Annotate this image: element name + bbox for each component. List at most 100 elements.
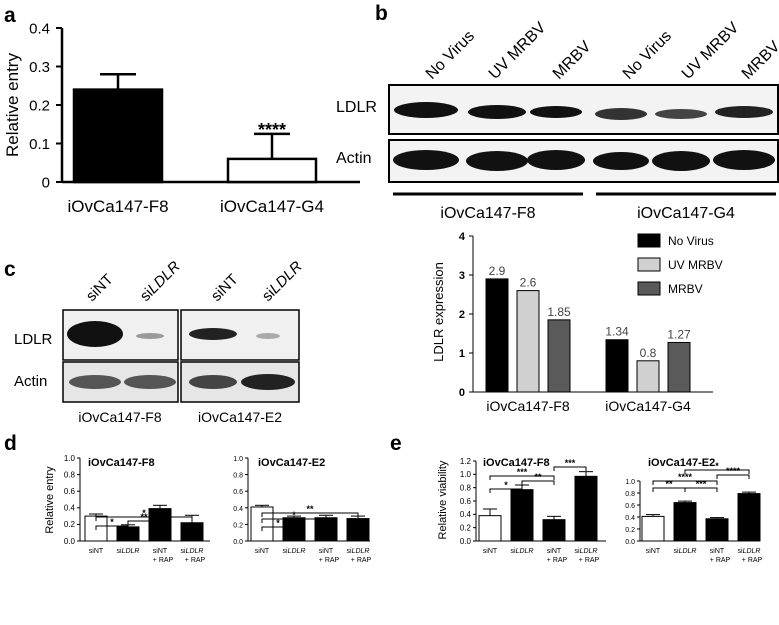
significance-label: **** <box>258 120 286 140</box>
y-tick-label: 4 <box>459 231 466 243</box>
x-tick-prefix: si <box>181 548 187 555</box>
bar <box>547 319 571 393</box>
y-tick-label: 1 <box>459 348 465 360</box>
y-tick-label: 1.0 <box>460 470 472 479</box>
x-tick-label: siNT <box>547 548 562 555</box>
blot-b-group-label: iOvCa147-G4 <box>637 205 735 222</box>
blot-b-row-label: Actin <box>336 150 372 167</box>
bar <box>346 518 370 542</box>
blot-c-lane-label: siLDLR <box>137 258 184 305</box>
y-axis-label: Relative entry <box>3 53 22 157</box>
y-tick-label: 2 <box>459 309 465 321</box>
y-tick-label: 0.8 <box>625 491 635 498</box>
blot-band <box>655 109 707 119</box>
x-tick-gene: LDLR <box>186 548 204 555</box>
x-tick-label: + RAP <box>710 557 731 564</box>
blot-band <box>189 375 237 389</box>
significance-label: *** <box>517 467 528 477</box>
x-tick-label: + RAP <box>742 557 763 564</box>
x-tick-label: siLDLR <box>511 548 534 555</box>
significance-bracket <box>521 480 555 485</box>
y-tick-label: 0.2 <box>64 520 76 529</box>
blot-c-lane-gene: LDLR <box>266 258 305 297</box>
blot-band <box>593 152 649 170</box>
x-tick-label: siNT <box>255 548 270 555</box>
y-tick-label: 0.4 <box>29 20 50 37</box>
x-tick-gene: LDLR <box>743 548 761 555</box>
y-tick-label: 0.2 <box>625 527 635 534</box>
blot-c-group-label: iOvCa147-E2 <box>198 409 282 425</box>
x-tick-prefix: si <box>575 548 581 555</box>
blot-band <box>189 328 237 340</box>
bar <box>180 522 204 542</box>
bar <box>485 278 509 393</box>
x-tick-label: siNT <box>153 548 168 555</box>
data-label: 1.27 <box>667 327 691 341</box>
blot-c-lane-label: siLDLR <box>259 258 306 305</box>
x-tick-prefix: si <box>511 548 517 555</box>
x-tick-label: siLDLR <box>674 548 697 555</box>
x-tick-label: siLDLR <box>347 548 370 555</box>
y-tick-label: 0.8 <box>460 483 472 492</box>
bar <box>605 339 629 393</box>
x-tick-label: iOvCa147-F8 <box>486 398 569 414</box>
y-tick-label: 1.0 <box>64 454 76 463</box>
x-tick-label: siNT <box>710 548 725 555</box>
x-tick-label: siLDLR <box>117 548 140 555</box>
x-tick-label: siNT <box>319 548 334 555</box>
bar <box>478 515 502 542</box>
x-tick-label: + RAP <box>185 557 206 564</box>
blot-c-row-label: LDLR <box>14 331 53 348</box>
blot-band <box>713 150 775 170</box>
x-tick-prefix: si <box>117 548 123 555</box>
panel-letter-d: d <box>4 432 17 455</box>
significance-bracket <box>684 487 718 492</box>
y-tick-label: 0.0 <box>64 537 76 546</box>
bar <box>510 489 534 542</box>
bar <box>574 475 598 542</box>
significance-bracket <box>489 475 555 480</box>
significance-label: * <box>276 518 280 528</box>
significance-label: ** <box>665 479 673 489</box>
y-tick-label: 0.6 <box>625 503 635 510</box>
y-tick-label: 3 <box>459 270 465 282</box>
x-tick-label: + RAP <box>579 557 600 564</box>
bar <box>636 360 660 393</box>
x-tick-label: siNT <box>89 548 104 555</box>
data-label: 1.34 <box>605 325 629 339</box>
y-tick-label: 0.2 <box>460 523 472 532</box>
x-tick-label: iOvCa147-G4 <box>605 398 691 414</box>
data-label: 0.8 <box>640 346 657 360</box>
x-tick-gene: LDLR <box>679 548 697 555</box>
x-tick-gene: LDLR <box>352 548 370 555</box>
x-tick-prefix: si <box>347 548 353 555</box>
chart-title: iOvCa147-E2 <box>258 457 325 469</box>
y-tick-label: 0.6 <box>460 497 472 506</box>
panel-letter-e: e <box>390 432 402 455</box>
blot-band <box>136 333 164 339</box>
y-tick-label: 0.8 <box>64 470 76 479</box>
blot-band <box>715 106 773 118</box>
y-tick-label: 0.8 <box>233 473 243 480</box>
bar <box>542 519 566 542</box>
x-tick-gene: LDLR <box>122 548 140 555</box>
blot-c-lane-label: siNT <box>208 271 242 305</box>
western-blot-b: No Virus UV MRBV MRBV No Virus UV MRBV M… <box>336 19 779 222</box>
bar <box>250 506 274 542</box>
x-tick-label: siNT <box>646 548 661 555</box>
x-tick-label: iOvCa147-G4 <box>220 197 324 216</box>
blot-band <box>124 375 176 389</box>
legend-swatch <box>637 233 661 248</box>
y-tick-label: 0.3 <box>29 59 50 76</box>
significance-label: * <box>504 480 508 490</box>
y-tick-label: 0.0 <box>233 539 243 546</box>
chart-d-f8-entry: 0.0 0.2 0.4 0.6 0.8 1.0 Relative entry iOvCa147… <box>44 454 210 564</box>
legend-label: MRBV <box>668 282 703 296</box>
significance-bracket <box>716 474 750 479</box>
blot-band <box>527 150 585 170</box>
blot-b-lane-label: No Virus <box>423 28 478 83</box>
y-axis-label: LDLR expression <box>431 262 446 362</box>
